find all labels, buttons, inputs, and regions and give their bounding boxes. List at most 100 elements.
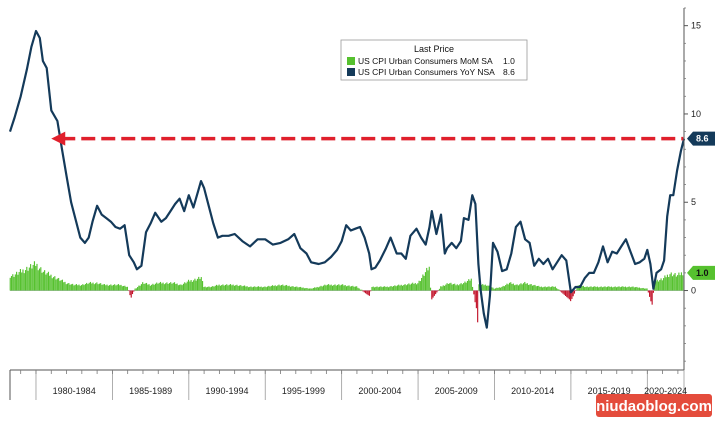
mom-bar xyxy=(200,277,202,291)
mom-bar xyxy=(35,265,37,291)
mom-bar xyxy=(162,282,164,291)
mom-bar xyxy=(460,283,462,291)
mom-bar xyxy=(395,286,397,291)
mom-bar xyxy=(621,286,623,291)
mom-bar xyxy=(528,284,530,291)
mom-bar xyxy=(283,285,285,291)
mom-bar xyxy=(633,287,635,291)
mom-bar xyxy=(31,268,33,291)
last-value-badge-yoy-text: 8.6 xyxy=(696,134,709,144)
mom-bar xyxy=(10,276,13,291)
reference-arrowhead xyxy=(51,131,66,146)
x-tick-label: 2005-2009 xyxy=(435,386,478,396)
legend-value-mom: 1.0 xyxy=(503,56,515,66)
mom-bar xyxy=(636,286,638,291)
mom-bar xyxy=(320,285,322,291)
mom-bar xyxy=(433,290,435,296)
mom-bar xyxy=(421,277,423,291)
mom-bar xyxy=(100,283,102,291)
mom-bar xyxy=(371,287,373,291)
mom-bar xyxy=(56,278,58,291)
mom-bar xyxy=(407,284,409,291)
mom-bar xyxy=(288,285,290,291)
mom-bar xyxy=(196,278,199,291)
mom-bar xyxy=(182,283,185,291)
mom-bar xyxy=(236,284,238,291)
mom-bar xyxy=(338,284,340,291)
mom-bar xyxy=(133,290,135,292)
mom-bar xyxy=(175,284,177,291)
mom-bar xyxy=(515,284,517,291)
mom-bar xyxy=(102,284,104,291)
mom-bar xyxy=(119,285,121,291)
mom-bar xyxy=(228,284,230,291)
mom-bar xyxy=(258,286,260,291)
mom-bar xyxy=(664,275,666,291)
mom-bar xyxy=(408,283,410,291)
mom-bar xyxy=(370,290,372,292)
mom-bar xyxy=(507,284,509,291)
mom-bar xyxy=(661,280,663,291)
x-tick-label: 1985-1989 xyxy=(129,386,172,396)
mom-bar xyxy=(168,283,171,291)
mom-bar xyxy=(469,280,471,291)
mom-bar xyxy=(125,286,127,291)
legend-box xyxy=(340,39,528,81)
mom-bar xyxy=(287,286,289,291)
mom-bar xyxy=(315,287,317,291)
mom-bar xyxy=(74,284,76,291)
mom-bar xyxy=(493,288,495,291)
mom-bar xyxy=(373,287,376,291)
legend-label-yoy: US CPI Urban Consumers YoY NSA xyxy=(358,67,495,77)
mom-bar xyxy=(352,285,354,291)
mom-bar xyxy=(244,285,246,291)
mom-bar xyxy=(96,282,98,291)
legend-value-yoy: 8.6 xyxy=(503,67,515,77)
mom-bar xyxy=(357,287,359,291)
mom-bar xyxy=(422,274,424,291)
mom-bar xyxy=(606,286,609,291)
mom-bar xyxy=(95,283,97,291)
mom-bar xyxy=(441,286,443,291)
mom-bar xyxy=(60,280,62,291)
mom-bar xyxy=(171,283,173,291)
mom-bar xyxy=(149,285,151,291)
mom-bar xyxy=(143,283,145,291)
mom-bar xyxy=(40,267,42,291)
mom-bar xyxy=(254,286,256,291)
mom-bar xyxy=(587,287,590,291)
x-tick-label: 2015-2019 xyxy=(588,386,631,396)
mom-bar xyxy=(563,290,565,295)
legend: Last Price US CPI Urban Consumers MoM SA… xyxy=(340,39,528,81)
mom-bar xyxy=(531,285,533,291)
mom-bar xyxy=(134,288,136,291)
mom-bar xyxy=(385,287,387,291)
mom-bar xyxy=(65,284,67,291)
yoy-line xyxy=(8,29,686,329)
mom-bar xyxy=(517,285,519,291)
mom-bar xyxy=(268,285,270,291)
mom-bar xyxy=(179,284,181,291)
mom-bar xyxy=(73,285,75,291)
mom-bar xyxy=(438,288,441,291)
mom-bar xyxy=(54,276,56,291)
mom-bar xyxy=(280,285,283,291)
mom-bar xyxy=(379,286,381,291)
mom-bar xyxy=(366,290,368,295)
mom-bar xyxy=(334,284,336,291)
mom-bar xyxy=(32,264,34,291)
mom-bar xyxy=(303,288,306,291)
mom-bar xyxy=(83,285,85,291)
mom-bar xyxy=(232,284,234,291)
mom-bar xyxy=(159,281,162,291)
mom-bar xyxy=(61,279,64,291)
mom-bar xyxy=(459,284,461,291)
mom-bar xyxy=(435,290,437,295)
mom-bar xyxy=(474,290,476,303)
mom-bar xyxy=(521,284,523,291)
x-tick-label: 1980-1984 xyxy=(53,386,96,396)
mom-bar xyxy=(372,286,374,291)
mom-bar xyxy=(23,273,25,291)
mom-bar xyxy=(311,288,313,291)
mom-bar xyxy=(550,286,553,291)
